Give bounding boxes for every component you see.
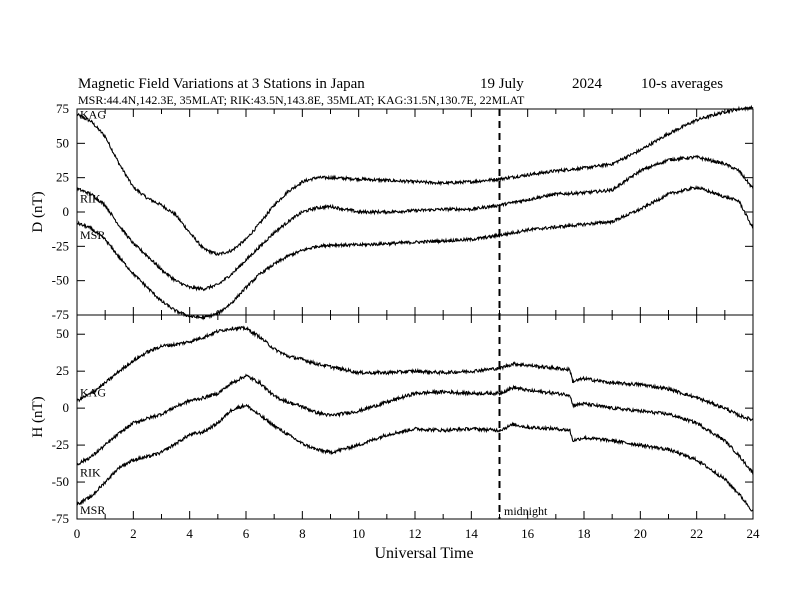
y-tick-label: 50 — [56, 326, 69, 341]
chart-title: Magnetic Field Variations at 3 Stations … — [78, 76, 365, 92]
x-tick-label: 24 — [747, 526, 761, 541]
y-tick-label: -75 — [52, 511, 69, 526]
series-label-d-msr: MSR — [80, 228, 105, 242]
x-tick-label: 6 — [243, 526, 250, 541]
x-tick-label: 4 — [186, 526, 193, 541]
series-line-h-kag — [76, 325, 754, 422]
stations-line: MSR:44.4N,142.3E, 35MLAT; RIK:43.5N,143.… — [78, 93, 525, 107]
y-tick-label: -75 — [52, 307, 69, 322]
x-tick-label: 8 — [299, 526, 306, 541]
series-label-h-kag: KAG — [80, 386, 106, 400]
chart-year: 2024 — [572, 76, 603, 92]
x-tick-label: 18 — [578, 526, 591, 541]
x-tick-label: 16 — [521, 526, 535, 541]
y-tick-label: 50 — [56, 135, 69, 150]
y-tick-label: -50 — [52, 273, 69, 288]
y-tick-label: 25 — [56, 363, 69, 378]
x-tick-label: 0 — [74, 526, 81, 541]
series-labels: KAG RIK MSR KAG RIK MSR — [80, 107, 106, 517]
series-line-d-kag — [76, 104, 754, 257]
x-tick-label: 2 — [130, 526, 137, 541]
y-tick-label: -50 — [52, 474, 69, 489]
series-line-h-msr — [76, 402, 754, 512]
series-label-h-msr: MSR — [80, 503, 105, 517]
x-tick-label: 14 — [465, 526, 479, 541]
series-line-h-rik — [76, 373, 754, 475]
series-label-d-kag: KAG — [80, 107, 106, 121]
y-tick-label: 0 — [63, 400, 70, 415]
x-tick-label: 20 — [634, 526, 647, 541]
y-tick-label: -25 — [52, 437, 69, 452]
series-label-d-rik: RIK — [80, 192, 101, 206]
series-line-d-rik — [76, 154, 754, 292]
series-lines — [76, 104, 754, 512]
axis-tick-labels: 0 2 4 6 8 10 12 14 16 18 20 22 247550250-25-50-75502… — [52, 101, 760, 541]
y-tick-label: 25 — [56, 170, 69, 185]
d-panel-ylabel: D (nT) — [30, 191, 46, 232]
x-tick-label: 10 — [352, 526, 365, 541]
h-panel-frame — [76, 314, 754, 520]
y-tick-label: 75 — [56, 101, 69, 116]
h-panel-ylabel: H (nT) — [30, 396, 46, 437]
x-tick-label: 22 — [690, 526, 703, 541]
y-tick-label: -25 — [52, 238, 69, 253]
y-tick-label: 0 — [63, 204, 70, 219]
series-label-h-rik: RIK — [80, 465, 101, 479]
chart-averaging: 10-s averages — [641, 76, 723, 92]
chart-date: 19 July — [480, 76, 524, 92]
midnight-label: midnight — [504, 504, 548, 518]
x-tick-label: 12 — [409, 526, 422, 541]
series-line-d-msr — [76, 184, 754, 321]
x-axis-label: Universal Time — [374, 545, 473, 562]
axis-ticks — [76, 108, 754, 520]
